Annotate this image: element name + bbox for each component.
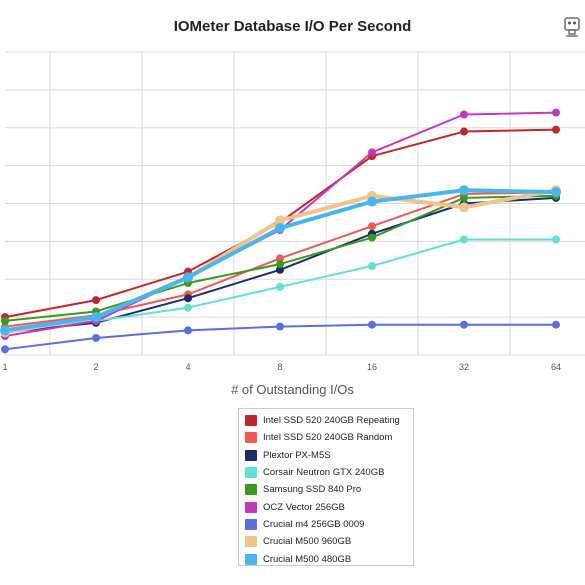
data-point	[460, 110, 468, 119]
data-point	[460, 235, 468, 244]
data-point	[91, 312, 101, 323]
logo-icon	[562, 16, 582, 43]
legend-item: Crucial M500 960GB	[245, 533, 413, 550]
data-point	[276, 282, 284, 291]
legend-swatch	[245, 484, 257, 496]
data-point	[552, 235, 560, 244]
data-point	[184, 326, 192, 335]
data-point	[275, 215, 285, 226]
data-point	[184, 303, 192, 312]
legend-swatch	[245, 501, 257, 513]
x-tick-label: 16	[367, 362, 377, 372]
legend-item: Samsung SSD 840 Pro	[245, 481, 413, 498]
legend-label: Plextor PX-M5S	[263, 449, 331, 461]
legend-item: Corsair Neutron GTX 240GB	[245, 464, 413, 481]
x-tick-label: 64	[551, 362, 561, 372]
legend-label: Intel SSD 520 240GB Repeating	[263, 415, 400, 427]
x-tick-label: 32	[459, 362, 469, 372]
data-point	[459, 202, 469, 213]
legend-swatch	[245, 467, 257, 479]
data-point	[368, 222, 376, 231]
data-point	[92, 296, 100, 305]
legend-item: Crucial m4 256GB 0009	[245, 516, 413, 533]
data-point	[184, 294, 192, 303]
legend-item: Intel SSD 520 240GB Repeating	[245, 412, 413, 429]
data-point	[459, 185, 469, 196]
data-point	[276, 254, 284, 263]
data-point	[276, 265, 284, 274]
x-tick-label: 1	[2, 362, 7, 372]
legend-label: OCZ Vector 256GB	[263, 501, 345, 513]
data-point	[368, 233, 376, 242]
data-point	[183, 272, 193, 283]
legend-label: Crucial m4 256GB 0009	[263, 518, 365, 530]
series-1	[1, 188, 560, 331]
x-tick-label: 2	[93, 362, 98, 372]
legend-swatch	[245, 536, 257, 548]
data-point	[460, 193, 468, 202]
legend-item: Crucial M500 480GB	[245, 550, 413, 567]
legend-swatch	[245, 432, 257, 444]
legend-label: Corsair Neutron GTX 240GB	[263, 467, 385, 479]
legend-label: Crucial M500 960GB	[263, 536, 352, 548]
x-tick-label: 4	[185, 362, 190, 372]
data-point	[276, 260, 284, 269]
data-point	[460, 320, 468, 329]
series-8	[0, 185, 561, 336]
legend-swatch	[245, 449, 257, 461]
chart-series	[0, 108, 561, 354]
data-point	[552, 320, 560, 329]
data-point	[1, 345, 9, 354]
legend-item: OCZ Vector 256GB	[245, 498, 413, 515]
data-point	[276, 322, 284, 331]
data-point	[460, 127, 468, 136]
data-point	[275, 223, 285, 234]
x-tick-label: 8	[277, 362, 282, 372]
data-point	[552, 125, 560, 134]
legend-label: Intel SSD 520 240GB Random	[263, 432, 393, 444]
legend-swatch	[245, 415, 257, 427]
legend-item: Intel SSD 520 240GB Random	[245, 429, 413, 446]
chart-grid	[5, 51, 585, 356]
series-6	[1, 320, 560, 354]
data-point	[92, 333, 100, 342]
chart-title: IOMeter Database I/O Per Second	[173, 18, 412, 35]
data-point	[1, 316, 9, 325]
data-point	[368, 261, 376, 270]
chart-legend: Intel SSD 520 240GB Repeating Intel SSD 5…	[238, 408, 414, 566]
x-axis-label: # of Outstanding I/Os	[231, 382, 354, 397]
data-point	[368, 320, 376, 329]
data-point	[367, 196, 377, 207]
data-point	[551, 187, 561, 198]
legend-label: Crucial M500 480GB	[263, 553, 352, 565]
data-point	[368, 148, 376, 157]
legend-label: Samsung SSD 840 Pro	[263, 484, 362, 496]
legend-swatch	[245, 518, 257, 530]
x-axis-ticks: 1 2 4 8 16 32 64	[2, 362, 561, 372]
data-point	[552, 108, 560, 117]
legend-swatch	[245, 553, 257, 565]
legend-item: Plextor PX-M5S	[245, 447, 413, 464]
data-point	[0, 325, 10, 336]
